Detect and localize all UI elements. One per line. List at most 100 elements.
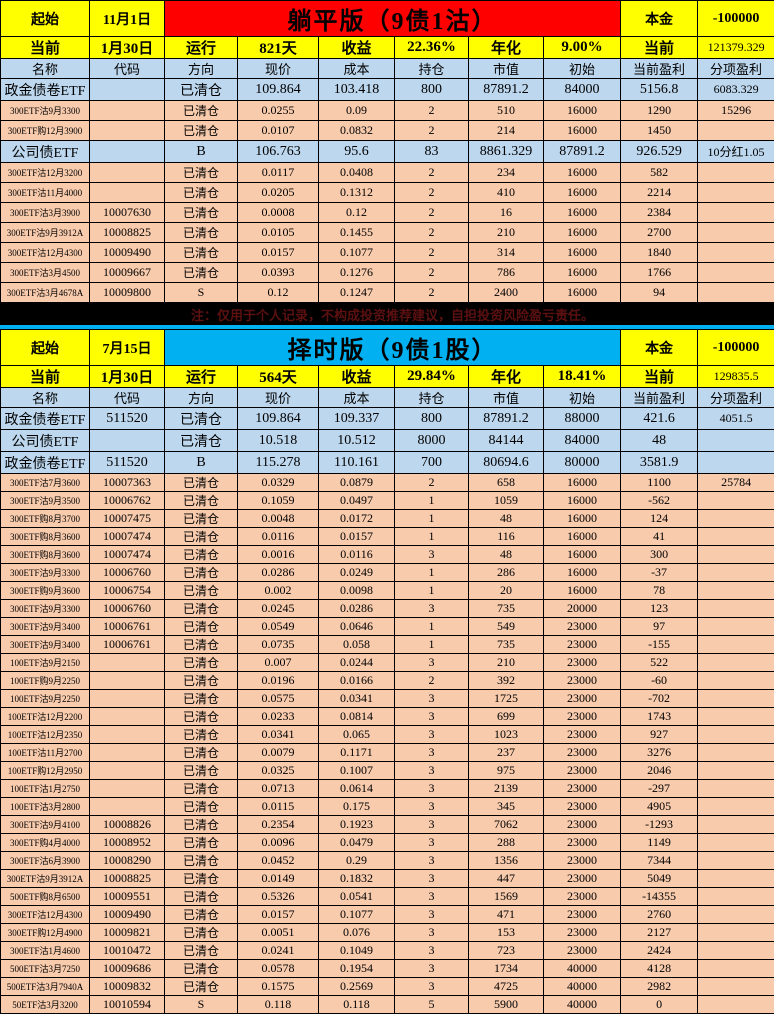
cell-code[interactable] xyxy=(90,672,165,690)
cell-cost[interactable]: 0.0408 xyxy=(319,163,395,183)
cell-mkt[interactable]: 510 xyxy=(469,101,544,121)
cell-cost[interactable]: 0.0244 xyxy=(319,654,395,672)
cell-code[interactable] xyxy=(90,744,165,762)
cell-code[interactable] xyxy=(90,183,165,203)
cell-name[interactable]: 300ETF沽9月3300 xyxy=(1,564,90,582)
cell-qty[interactable]: 1 xyxy=(395,618,469,636)
cell-name[interactable]: 300ETF购12月4900 xyxy=(1,924,90,942)
cell-qty[interactable]: 2 xyxy=(395,263,469,283)
return-label-cell[interactable]: 收益 xyxy=(319,37,395,59)
cell-cost[interactable]: 0.1455 xyxy=(319,223,395,243)
cell-price[interactable]: 0.0233 xyxy=(238,708,319,726)
cell-sub[interactable] xyxy=(698,452,774,474)
cell-cost[interactable]: 0.29 xyxy=(319,852,395,870)
cell-qty[interactable]: 3 xyxy=(395,798,469,816)
principal-label-cell[interactable]: 本金 xyxy=(621,330,698,366)
cell-price[interactable]: 0.5326 xyxy=(238,888,319,906)
cell-dir[interactable]: 已清仓 xyxy=(165,492,238,510)
cell-price[interactable]: 0.0713 xyxy=(238,780,319,798)
cell-name[interactable]: 100ETF购9月2250 xyxy=(1,672,90,690)
cell-name[interactable]: 300ETF购9月3600 xyxy=(1,582,90,600)
cell-code[interactable] xyxy=(90,121,165,141)
cell-qty[interactable]: 2 xyxy=(395,183,469,203)
now-value-cell[interactable]: 121379.329 xyxy=(698,37,774,59)
cell-dir[interactable]: 已清仓 xyxy=(165,654,238,672)
cell-qty[interactable]: 3 xyxy=(395,690,469,708)
start-date-cell[interactable]: 7月15日 xyxy=(90,330,165,366)
cell-sub[interactable] xyxy=(698,121,774,141)
cell-cost[interactable]: 0.1007 xyxy=(319,762,395,780)
cell-name[interactable]: 300ETF沽12月4300 xyxy=(1,906,90,924)
cell-qty[interactable]: 1 xyxy=(395,582,469,600)
cell-dir[interactable]: 已清仓 xyxy=(165,618,238,636)
cell-sub[interactable] xyxy=(698,243,774,263)
cell-name[interactable]: 300ETF沽6月3900 xyxy=(1,852,90,870)
cell-name[interactable]: 公司债ETF xyxy=(1,141,90,163)
cell-mkt[interactable]: 87891.2 xyxy=(469,79,544,101)
col-header-position[interactable]: 持仓 xyxy=(395,388,469,408)
cell-cost[interactable]: 0.0166 xyxy=(319,672,395,690)
cell-profit[interactable]: 1100 xyxy=(621,474,698,492)
cell-dir[interactable]: 已清仓 xyxy=(165,744,238,762)
cell-init[interactable]: 87891.2 xyxy=(544,141,621,163)
cell-name[interactable]: 100ETF沽1月2750 xyxy=(1,780,90,798)
cell-dir[interactable]: 已清仓 xyxy=(165,600,238,618)
cell-cost[interactable]: 0.12 xyxy=(319,203,395,223)
cell-cost[interactable]: 0.1954 xyxy=(319,960,395,978)
cell-price[interactable]: 0.0205 xyxy=(238,183,319,203)
cell-init[interactable]: 23000 xyxy=(544,726,621,744)
cell-name[interactable]: 300ETF沽3月4678A xyxy=(1,283,90,303)
cell-sub[interactable] xyxy=(698,762,774,780)
cell-qty[interactable]: 2 xyxy=(395,283,469,303)
cell-price[interactable]: 0.0329 xyxy=(238,474,319,492)
cell-init[interactable]: 88000 xyxy=(544,408,621,430)
cell-dir[interactable]: B xyxy=(165,141,238,163)
cell-price[interactable]: 0.0325 xyxy=(238,762,319,780)
cell-sub[interactable] xyxy=(698,223,774,243)
cell-qty[interactable]: 3 xyxy=(395,870,469,888)
cell-code[interactable] xyxy=(90,780,165,798)
cell-init[interactable]: 23000 xyxy=(544,834,621,852)
cell-price[interactable]: 0.0107 xyxy=(238,121,319,141)
cell-name[interactable]: 政金债卷ETF xyxy=(1,452,90,474)
cell-sub[interactable] xyxy=(698,636,774,654)
cell-mkt[interactable]: 48 xyxy=(469,546,544,564)
cell-sub[interactable] xyxy=(698,978,774,996)
cell-code[interactable]: 10008826 xyxy=(90,816,165,834)
cell-price[interactable]: 0.118 xyxy=(238,996,319,1014)
cell-mkt[interactable]: 723 xyxy=(469,942,544,960)
cell-profit[interactable]: 2127 xyxy=(621,924,698,942)
cell-sub[interactable] xyxy=(698,430,774,452)
cell-init[interactable]: 23000 xyxy=(544,762,621,780)
cell-mkt[interactable]: 735 xyxy=(469,636,544,654)
cell-cost[interactable]: 0.0249 xyxy=(319,564,395,582)
cell-init[interactable]: 23000 xyxy=(544,816,621,834)
cell-cost[interactable]: 0.0646 xyxy=(319,618,395,636)
cell-dir[interactable]: 已清仓 xyxy=(165,924,238,942)
cell-profit[interactable]: 1450 xyxy=(621,121,698,141)
cell-mkt[interactable]: 699 xyxy=(469,708,544,726)
cell-profit[interactable]: 3581.9 xyxy=(621,452,698,474)
cell-qty[interactable]: 3 xyxy=(395,924,469,942)
cell-mkt[interactable]: 1356 xyxy=(469,852,544,870)
cell-sub[interactable] xyxy=(698,546,774,564)
cell-price[interactable]: 0.0079 xyxy=(238,744,319,762)
cell-qty[interactable]: 83 xyxy=(395,141,469,163)
cell-price[interactable]: 0.002 xyxy=(238,582,319,600)
cell-price[interactable]: 0.0096 xyxy=(238,834,319,852)
cell-mkt[interactable]: 1734 xyxy=(469,960,544,978)
cell-sub[interactable] xyxy=(698,600,774,618)
cell-dir[interactable]: 已清仓 xyxy=(165,546,238,564)
cell-name[interactable]: 300ETF沽12月4300 xyxy=(1,243,90,263)
cell-price[interactable]: 0.1575 xyxy=(238,978,319,996)
cell-name[interactable]: 300ETF沽9月3400 xyxy=(1,636,90,654)
cell-name[interactable]: 政金债卷ETF xyxy=(1,408,90,430)
cell-price[interactable]: 0.0149 xyxy=(238,870,319,888)
cell-profit[interactable]: 48 xyxy=(621,430,698,452)
cell-sub[interactable] xyxy=(698,888,774,906)
cell-profit[interactable]: 1743 xyxy=(621,708,698,726)
cell-cost[interactable]: 0.118 xyxy=(319,996,395,1014)
cell-init[interactable]: 23000 xyxy=(544,690,621,708)
cell-code[interactable]: 10009551 xyxy=(90,888,165,906)
cell-name[interactable]: 公司债ETF xyxy=(1,430,90,452)
